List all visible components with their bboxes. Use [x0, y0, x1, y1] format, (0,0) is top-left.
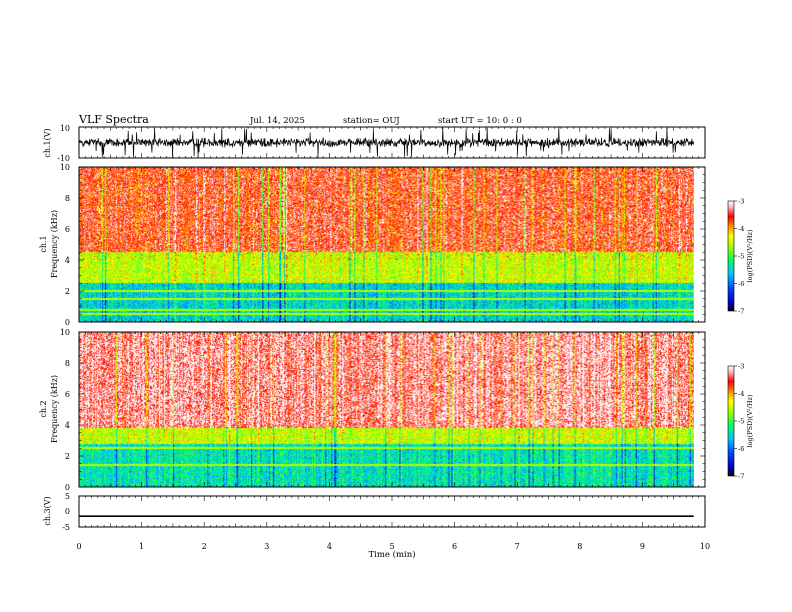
x-tick-label: 4	[327, 542, 332, 551]
x-tick-label: 3	[264, 542, 269, 551]
header-start-time: start UT = 10: 0 : 0	[438, 116, 522, 126]
figure-title: VLF Spectra	[78, 113, 149, 126]
ch3-waveform-panel: 5 0 -5 ch.3(V)	[43, 492, 706, 532]
x-tick-label: 5	[389, 542, 394, 551]
ch1-spectrogram-ylabel-line1: ch.1	[39, 235, 48, 252]
y-tick-label: 8	[65, 359, 70, 368]
y-tick-label: 6	[65, 390, 70, 399]
x-tick-label: 9	[640, 542, 645, 551]
header-station: station= OUJ	[343, 116, 400, 126]
colorbar-tick-label: -4	[738, 390, 744, 398]
y-tick-label: 4	[65, 256, 70, 265]
y-tick-label: 10	[60, 328, 70, 337]
colorbar-tick-label: -5	[738, 253, 744, 261]
ch1-colorbar-label: log(PSD)(V²/Hz)	[746, 229, 754, 282]
ch1-ytick-top: 10	[60, 124, 70, 133]
ch1-waveform-line	[78, 127, 695, 158]
x-tick-label: 8	[577, 542, 582, 551]
y-tick-label: 2	[65, 287, 70, 296]
ch2-colorbar: -3 -4 -5 -6 -7 log(PSD)(V²/Hz)	[727, 363, 754, 481]
x-axis-label: Time (min)	[368, 549, 415, 560]
x-tick-label: 7	[515, 542, 520, 551]
x-tick-label: 1	[139, 542, 144, 551]
ch3-ytick-bottom: -5	[62, 523, 70, 532]
x-tick-label: 10	[700, 542, 710, 551]
ch3-waveform-ylabel: ch.3(V)	[43, 496, 52, 525]
ch1-waveform-panel: 10 -10 ch.1(V)	[43, 124, 706, 163]
y-tick-label: 0	[65, 483, 70, 492]
ch1-spectrogram-ylabel-line2: Frequency (kHz)	[50, 210, 59, 278]
ch2-spectrogram-panel: 0 2 4 6 8 10 ch.2 Frequency (kHz) -3 -4 -5 -6 -7 …	[39, 328, 754, 492]
colorbar-tick-label: -6	[738, 445, 744, 453]
ch1-ytick-bottom: -10	[57, 154, 70, 163]
ch1-spectrogram-panel: 0 2 4 6 8 10 ch.1 Frequency (kHz) -3 -4 -5 -6 -7 …	[39, 163, 754, 327]
ch1-waveform-ylabel: ch.1(V)	[43, 128, 52, 157]
x-tick-label: 6	[452, 542, 457, 551]
y-tick-label: 4	[65, 421, 70, 430]
y-tick-label: 2	[65, 452, 70, 461]
y-tick-label: 6	[65, 225, 70, 234]
y-tick-label: 10	[60, 163, 70, 172]
ch2-spectrogram-ylabel-line1: ch.2	[39, 400, 48, 417]
header-date: Jul. 14, 2025	[249, 116, 305, 126]
colorbar-tick-label: -6	[738, 280, 744, 288]
ch2-colorbar-label: log(PSD)(V²/Hz)	[746, 394, 754, 447]
y-tick-label: 0	[65, 318, 70, 327]
ch2-spectrogram-ylabel-line2: Frequency (kHz)	[50, 375, 59, 443]
x-tick-labels: 0 1 2 3 4 5 6 7 8 9 10	[76, 542, 710, 551]
ch1-colorbar: -3 -4 -5 -6 -7 log(PSD)(V²/Hz)	[727, 198, 754, 316]
x-tick-label: 2	[202, 542, 207, 551]
y-tick-label: 8	[65, 194, 70, 203]
colorbar-tick-label: -3	[738, 198, 744, 206]
ch3-ytick-mid: 0	[65, 507, 70, 516]
ch3-ytick-top: 5	[65, 492, 70, 501]
colorbar-tick-label: -7	[738, 473, 744, 481]
colorbar-tick-label: -5	[738, 418, 744, 426]
colorbar-tick-label: -7	[738, 308, 744, 316]
x-tick-label: 0	[76, 542, 81, 551]
colorbar-tick-label: -4	[738, 225, 744, 233]
colorbar-tick-label: -3	[738, 363, 744, 371]
